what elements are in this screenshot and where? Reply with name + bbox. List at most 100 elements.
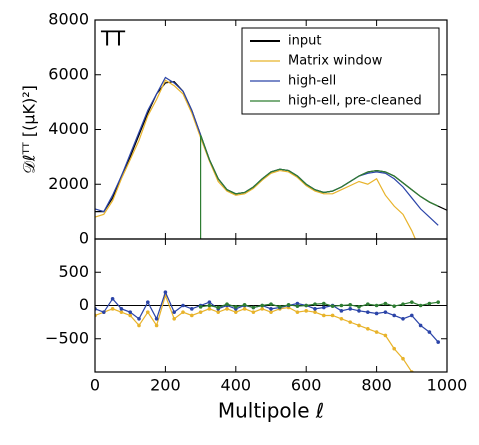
marker [198, 310, 203, 314]
marker [242, 307, 247, 311]
marker [128, 310, 132, 314]
marker [137, 323, 141, 328]
marker [339, 303, 344, 308]
x-tick-label: 0 [90, 376, 100, 395]
marker [339, 317, 344, 321]
marker [225, 302, 229, 306]
marker [146, 310, 150, 314]
marker [374, 311, 379, 316]
marker [234, 310, 238, 314]
marker [322, 301, 326, 306]
y-tick-label: 2000 [48, 174, 89, 193]
marker [366, 302, 370, 306]
marker [313, 302, 317, 306]
x-tick-label: 800 [361, 376, 392, 395]
marker [216, 305, 220, 310]
marker [357, 309, 361, 313]
marker [295, 310, 300, 314]
marker [418, 303, 423, 308]
marker [207, 307, 212, 311]
marker [278, 305, 282, 309]
marker [181, 303, 185, 308]
marker [251, 305, 256, 310]
legend-label: high-ell, pre-cleaned [288, 94, 422, 109]
marker [154, 317, 159, 321]
marker [110, 297, 115, 301]
series-line [200, 134, 439, 239]
marker [207, 300, 212, 304]
marker [234, 305, 238, 309]
marker [137, 317, 141, 321]
marker [383, 301, 388, 306]
x-tick-label: 200 [150, 376, 181, 395]
marker [348, 320, 353, 324]
marker [418, 323, 423, 328]
marker [374, 303, 379, 308]
marker [374, 330, 379, 334]
legend-box [241, 27, 440, 115]
y-tick-label: 4000 [48, 119, 89, 138]
plot-frame [94, 238, 448, 373]
marker [330, 304, 335, 308]
marker [383, 333, 388, 338]
legend-label: input [288, 34, 321, 49]
marker [383, 310, 388, 314]
marker [269, 302, 273, 306]
y-tick-label: 0 [79, 229, 89, 248]
marker [392, 313, 397, 318]
marker [366, 326, 370, 331]
marker [436, 340, 441, 344]
marker [295, 304, 300, 308]
marker [251, 310, 256, 314]
marker [163, 290, 168, 295]
y-axis-label: 𝒟ℓᵀᵀ [(μK)²] [20, 85, 39, 174]
marker [190, 313, 194, 318]
marker [172, 310, 176, 314]
marker [110, 307, 115, 311]
marker [313, 310, 317, 314]
marker [392, 304, 397, 308]
marker [339, 309, 344, 313]
marker [146, 300, 150, 304]
marker [357, 323, 361, 328]
marker [154, 323, 159, 328]
y-tick-label: −500 [45, 328, 89, 347]
marker [119, 310, 124, 314]
marker [427, 301, 432, 306]
x-tick-label: 400 [221, 376, 252, 395]
marker [269, 310, 273, 314]
series-line [95, 290, 439, 343]
y-tick-label: 0 [79, 295, 89, 314]
marker [401, 302, 405, 306]
marker [410, 313, 414, 318]
legend-label: high-ell [288, 74, 336, 89]
marker [401, 356, 405, 361]
marker [392, 346, 397, 351]
marker [348, 307, 353, 311]
marker [190, 307, 194, 311]
y-tick-label: 6000 [48, 64, 89, 83]
x-tick-label: 1000 [427, 376, 468, 395]
marker [322, 313, 326, 318]
annotation: TT [100, 27, 126, 51]
x-axis-label: Multipole ℓ [218, 399, 324, 423]
y-tick-label: 8000 [48, 10, 89, 29]
series-line [95, 79, 416, 239]
marker [198, 305, 203, 309]
marker [322, 305, 326, 310]
marker [401, 317, 405, 321]
marker [242, 303, 247, 307]
marker [119, 307, 124, 311]
marker [172, 317, 176, 321]
marker [128, 313, 132, 318]
marker [102, 310, 106, 314]
marker [216, 310, 220, 314]
marker [295, 301, 300, 306]
marker [304, 303, 309, 308]
series-line [200, 301, 439, 309]
marker [260, 303, 265, 308]
marker [330, 313, 335, 318]
marker [207, 303, 212, 308]
marker [181, 310, 185, 314]
